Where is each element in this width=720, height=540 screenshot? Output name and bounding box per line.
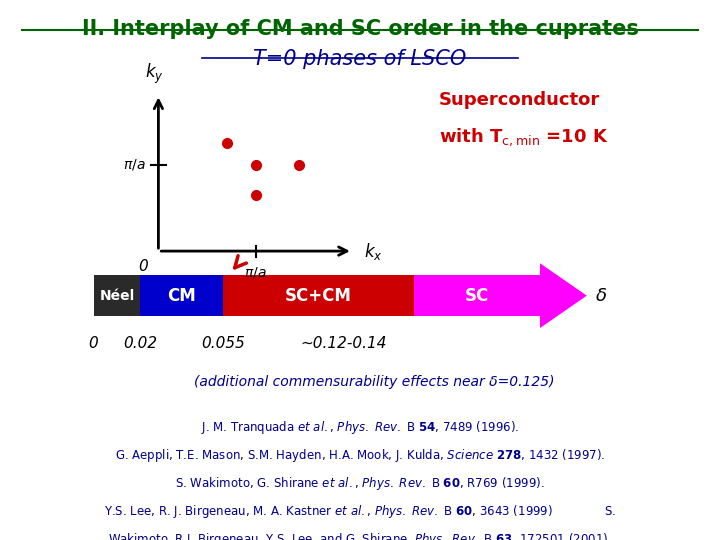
Bar bbox=[94, 275, 140, 316]
Text: (additional commensurability effects near δ=0.125): (additional commensurability effects nea… bbox=[194, 375, 554, 389]
Text: 0.055: 0.055 bbox=[202, 336, 245, 352]
Text: II. Interplay of CM and SC order in the cuprates: II. Interplay of CM and SC order in the … bbox=[81, 19, 639, 39]
Text: ~0.12-0.14: ~0.12-0.14 bbox=[300, 336, 387, 352]
Text: Y.S. Lee, R. J. Birgeneau, M. A. Kastner $et\ al.$, $Phys.\ Rev.$ B $\mathbf{60}: Y.S. Lee, R. J. Birgeneau, M. A. Kastner… bbox=[104, 503, 616, 519]
Polygon shape bbox=[540, 263, 587, 328]
Text: $k_x$: $k_x$ bbox=[364, 241, 382, 261]
Text: 0: 0 bbox=[89, 336, 99, 352]
Bar bbox=[223, 275, 414, 316]
Text: 0.02: 0.02 bbox=[123, 336, 158, 352]
Text: $\pi/a$: $\pi/a$ bbox=[244, 265, 267, 280]
Text: J. M. Tranquada $et\ al.$, $Phys.\ Rev.$ B $\mathbf{54}$, 7489 (1996).: J. M. Tranquada $et\ al.$, $Phys.\ Rev.$… bbox=[201, 418, 519, 435]
Text: $\delta$: $\delta$ bbox=[595, 287, 608, 305]
Text: Wakimoto, R.J. Birgeneau, Y.S. Lee, and G. Shirane, $Phys.\ Rev.$ B $\mathbf{63}: Wakimoto, R.J. Birgeneau, Y.S. Lee, and … bbox=[108, 531, 612, 540]
Text: CM: CM bbox=[168, 287, 196, 305]
Text: $\pi/a$: $\pi/a$ bbox=[123, 158, 145, 172]
Text: SC+CM: SC+CM bbox=[285, 287, 352, 305]
Text: 0: 0 bbox=[138, 259, 148, 274]
Text: with T$_{\rm c,min}$ =10 K: with T$_{\rm c,min}$ =10 K bbox=[439, 127, 609, 148]
Text: SC: SC bbox=[465, 287, 489, 305]
Text: T=0 phases of LSCO: T=0 phases of LSCO bbox=[253, 49, 467, 69]
Text: $k_y$: $k_y$ bbox=[145, 62, 164, 86]
Bar bbox=[414, 275, 540, 316]
Bar bbox=[140, 275, 223, 316]
Text: Superconductor: Superconductor bbox=[439, 91, 600, 109]
Text: Néel: Néel bbox=[99, 289, 135, 302]
Text: S. Wakimoto, G. Shirane $et\ al.$, $Phys.\ Rev.$ B $\mathbf{60}$, R769 (1999).: S. Wakimoto, G. Shirane $et\ al.$, $Phys… bbox=[175, 475, 545, 491]
Text: G. Aeppli, T.E. Mason, S.M. Hayden, H.A. Mook, J. Kulda, $Science$ $\mathbf{278}: G. Aeppli, T.E. Mason, S.M. Hayden, H.A.… bbox=[114, 447, 606, 463]
